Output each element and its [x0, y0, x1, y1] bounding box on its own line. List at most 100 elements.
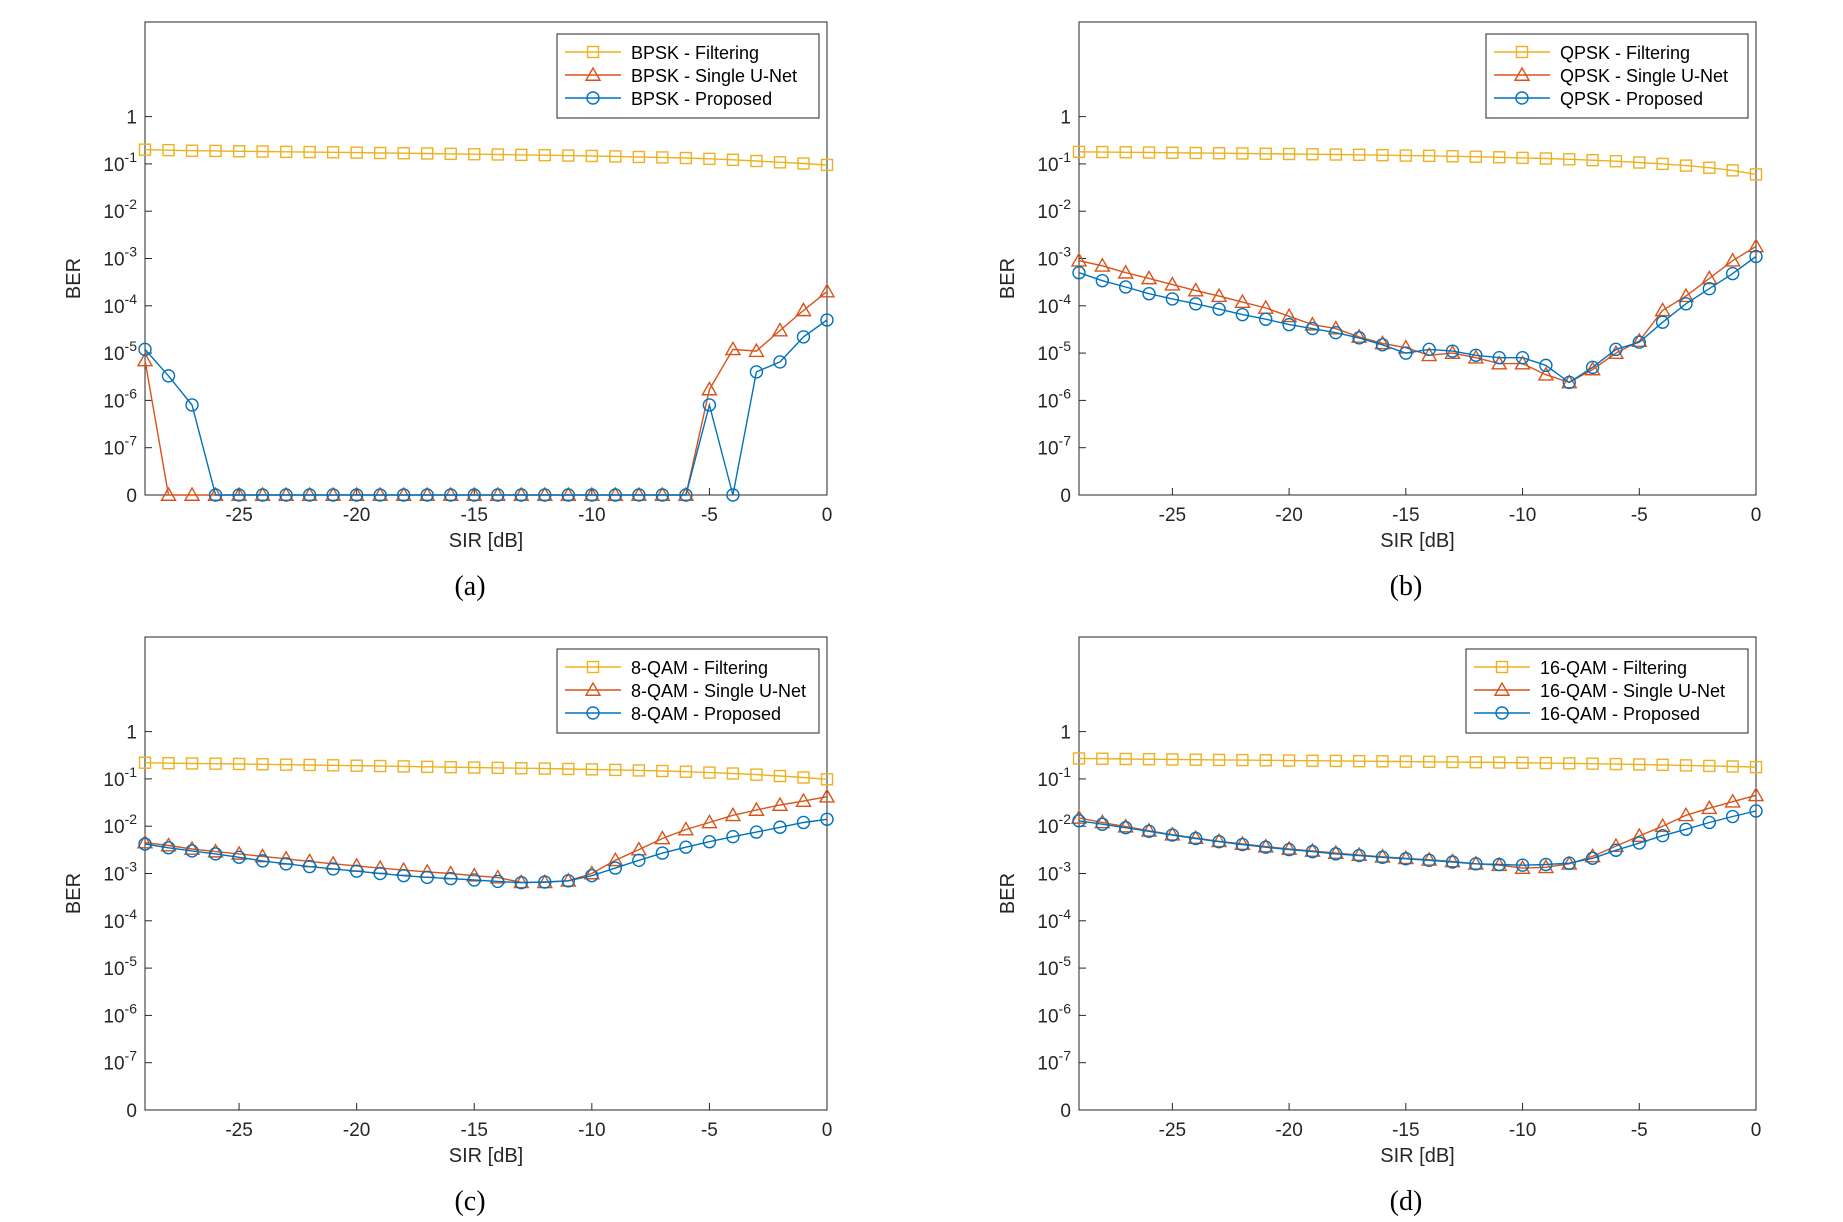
x-tick-label: -5 [1631, 505, 1648, 526]
series-line-proposed [1078, 255, 1757, 384]
data-point-filtering [1259, 754, 1272, 767]
data-point-proposed [1562, 375, 1576, 390]
data-point-single-unet [324, 486, 342, 501]
data-point-filtering [1539, 152, 1553, 165]
data-point-filtering [1563, 757, 1576, 770]
legend-marker [1513, 66, 1531, 81]
data-point-proposed [1702, 815, 1717, 830]
panel-label: (d) [1390, 1186, 1423, 1217]
data-point-single-unet [724, 340, 742, 356]
x-tick-label: -25 [225, 505, 252, 526]
x-tick-label: -10 [1509, 1120, 1536, 1141]
data-point-proposed [1609, 342, 1623, 357]
x-tick-label: -10 [578, 505, 605, 526]
data-point-single-unet [1631, 332, 1648, 347]
data-point-filtering [1072, 752, 1086, 765]
data-point-proposed [773, 820, 787, 834]
data-point-filtering [1422, 755, 1436, 768]
data-point-filtering [609, 150, 622, 163]
data-point-proposed [138, 342, 152, 357]
data-point-single-unet [1350, 846, 1368, 862]
data-point-filtering [1212, 147, 1226, 160]
data-point-proposed [1749, 249, 1763, 264]
panel-label: (c) [454, 1186, 485, 1217]
x-tick-label: -5 [701, 1120, 718, 1141]
data-point-single-unet [513, 873, 530, 889]
data-point-single-unet [1280, 840, 1298, 855]
data-point-single-unet [419, 486, 436, 501]
legend [1465, 648, 1749, 734]
data-point-single-unet [1397, 849, 1415, 865]
data-point-proposed [302, 859, 317, 874]
data-point-proposed [514, 875, 528, 890]
data-point-single-unet [1117, 818, 1134, 833]
x-tick-label: -25 [1159, 1120, 1186, 1141]
data-point-filtering [585, 763, 599, 776]
data-point-single-unet [677, 486, 695, 501]
x-tick-label: -25 [225, 1120, 252, 1141]
data-point-single-unet [771, 796, 789, 811]
data-point-proposed [749, 825, 764, 839]
x-tick-label: -15 [1392, 1120, 1419, 1141]
data-point-filtering [656, 151, 669, 164]
data-point-proposed [561, 488, 576, 502]
data-point-single-unet [630, 486, 648, 501]
data-point-proposed [1118, 280, 1133, 294]
data-point-proposed [396, 488, 411, 502]
data-point-proposed [1492, 350, 1506, 365]
x-tick-label: -25 [1159, 505, 1186, 526]
y-tick-label: 1 [1060, 108, 1071, 129]
series-line-filtering [144, 149, 828, 166]
legend-label: BPSK - Filtering [631, 43, 759, 63]
data-point-filtering [1142, 146, 1156, 159]
data-point-single-unet [607, 851, 624, 867]
data-point-single-unet [1210, 832, 1228, 848]
series-line-filtering [1078, 757, 1757, 768]
data-point-proposed [820, 812, 834, 826]
data-point-filtering [162, 143, 175, 157]
x-tick-label: -10 [1509, 505, 1536, 526]
data-point-single-unet [795, 792, 812, 808]
data-point-filtering [444, 760, 457, 774]
data-point-proposed [1422, 853, 1436, 868]
data-point-proposed [1749, 804, 1763, 818]
data-point-filtering [373, 759, 387, 773]
data-point-filtering [350, 759, 363, 772]
data-point-filtering [232, 145, 246, 158]
data-point-single-unet [1631, 827, 1648, 842]
data-point-filtering [279, 145, 293, 159]
data-point-single-unet [1327, 844, 1344, 860]
data-point-filtering [773, 156, 787, 169]
data-point-proposed [279, 857, 293, 871]
data-point-filtering [1329, 754, 1342, 768]
data-point-filtering [1516, 756, 1529, 769]
data-point-single-unet [1094, 257, 1111, 272]
x-tick-label: -20 [1275, 505, 1302, 526]
data-point-filtering [1329, 148, 1342, 161]
data-point-filtering [1399, 149, 1413, 162]
data-point-proposed [749, 365, 764, 379]
data-point-single-unet [1374, 335, 1391, 350]
data-point-proposed [702, 835, 717, 849]
data-point-filtering [1679, 759, 1693, 772]
data-point-filtering [397, 147, 410, 160]
data-point-filtering [1726, 760, 1739, 773]
data-point-single-unet [771, 322, 789, 337]
panel-b: 010-710-610-510-410-310-210-11-25 -20 -15-… [997, 21, 1765, 602]
data-point-proposed [1539, 857, 1553, 872]
data-point-filtering [1493, 151, 1506, 164]
data-point-proposed [1539, 358, 1553, 373]
data-point-proposed [467, 488, 481, 502]
data-point-filtering [1236, 147, 1249, 160]
data-point-filtering [1119, 752, 1132, 766]
data-point-proposed [1492, 857, 1506, 872]
data-point-single-unet [1747, 238, 1765, 253]
data-point-filtering [538, 762, 551, 775]
legend-label: 8-QAM - Filtering [631, 658, 768, 678]
data-point-proposed [1445, 344, 1460, 358]
data-point-proposed [538, 488, 552, 502]
legend-label: 16-QAM - Filtering [1540, 658, 1687, 678]
data-point-single-unet [1234, 835, 1251, 850]
data-point-proposed [1329, 325, 1343, 340]
